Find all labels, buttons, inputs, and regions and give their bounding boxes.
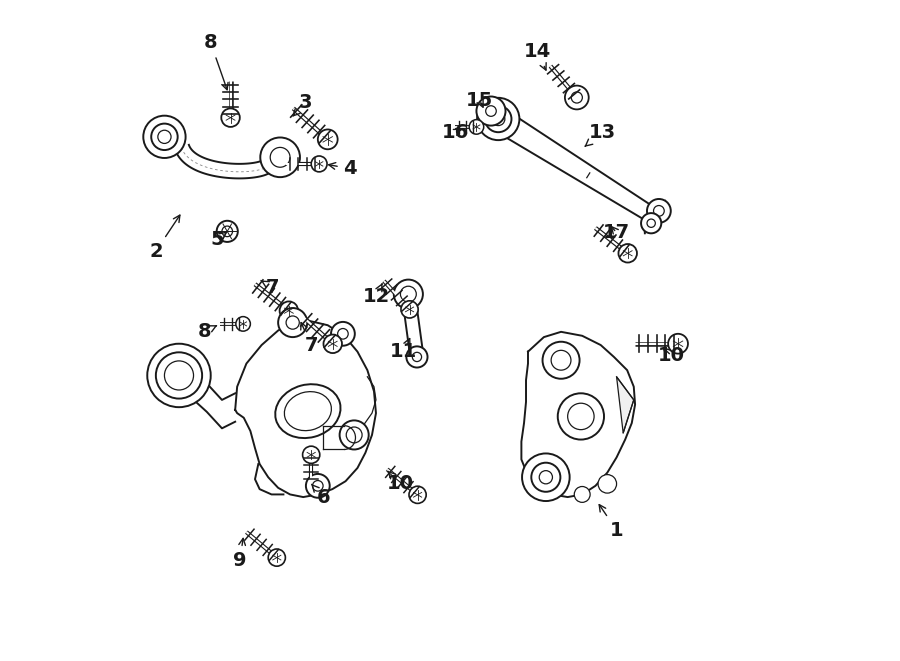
- Ellipse shape: [284, 391, 331, 431]
- Circle shape: [574, 486, 590, 502]
- Circle shape: [469, 120, 483, 134]
- Circle shape: [306, 474, 329, 498]
- Circle shape: [522, 453, 570, 501]
- Circle shape: [476, 97, 506, 126]
- Text: 5: 5: [211, 230, 227, 249]
- Circle shape: [491, 112, 505, 126]
- Circle shape: [331, 322, 355, 346]
- Circle shape: [286, 316, 300, 329]
- Circle shape: [400, 286, 417, 302]
- Circle shape: [653, 206, 664, 216]
- Circle shape: [531, 463, 561, 492]
- Text: 7: 7: [261, 278, 280, 297]
- Text: 9: 9: [233, 538, 247, 570]
- Circle shape: [409, 486, 427, 504]
- Circle shape: [412, 352, 421, 362]
- Circle shape: [568, 403, 594, 430]
- Circle shape: [641, 213, 662, 233]
- Text: 11: 11: [390, 338, 418, 361]
- Circle shape: [148, 344, 211, 407]
- Polygon shape: [616, 377, 634, 433]
- Text: 8: 8: [204, 34, 228, 90]
- Circle shape: [572, 92, 582, 103]
- Text: 12: 12: [363, 284, 390, 305]
- Circle shape: [165, 361, 194, 390]
- Text: 16: 16: [442, 123, 469, 141]
- Circle shape: [156, 352, 202, 399]
- Circle shape: [318, 130, 338, 149]
- Circle shape: [598, 475, 616, 493]
- Circle shape: [221, 108, 239, 127]
- Circle shape: [618, 244, 637, 262]
- Circle shape: [323, 334, 342, 353]
- Text: 17: 17: [603, 223, 630, 242]
- Circle shape: [280, 301, 298, 320]
- Circle shape: [260, 137, 300, 177]
- Circle shape: [311, 156, 327, 172]
- Circle shape: [236, 317, 250, 331]
- Text: 14: 14: [524, 42, 551, 70]
- Circle shape: [668, 334, 688, 354]
- Circle shape: [268, 549, 285, 566]
- Circle shape: [539, 471, 553, 484]
- Text: 15: 15: [466, 91, 493, 110]
- Circle shape: [477, 98, 519, 140]
- Circle shape: [270, 147, 290, 167]
- Text: 10: 10: [658, 346, 685, 365]
- Circle shape: [217, 221, 238, 242]
- Text: 8: 8: [197, 323, 217, 341]
- Text: 1: 1: [599, 504, 624, 539]
- Circle shape: [312, 481, 323, 491]
- Circle shape: [151, 124, 177, 150]
- Circle shape: [543, 342, 580, 379]
- Circle shape: [647, 199, 670, 223]
- Circle shape: [339, 420, 369, 449]
- Circle shape: [158, 130, 171, 143]
- Circle shape: [143, 116, 185, 158]
- Text: 10: 10: [387, 471, 414, 493]
- Ellipse shape: [275, 384, 340, 438]
- Text: 3: 3: [293, 93, 312, 116]
- Circle shape: [401, 301, 419, 318]
- Circle shape: [222, 226, 232, 237]
- Circle shape: [407, 346, 428, 368]
- Circle shape: [485, 106, 511, 132]
- Circle shape: [302, 446, 320, 463]
- Circle shape: [338, 329, 348, 339]
- Text: 2: 2: [149, 215, 180, 260]
- Circle shape: [486, 106, 496, 116]
- Text: 7: 7: [301, 323, 318, 354]
- Circle shape: [346, 427, 362, 443]
- Text: 4: 4: [328, 159, 356, 178]
- Circle shape: [394, 280, 423, 309]
- Circle shape: [278, 308, 307, 337]
- Circle shape: [558, 393, 604, 440]
- Circle shape: [647, 219, 655, 227]
- Text: 6: 6: [311, 485, 330, 506]
- Circle shape: [551, 350, 571, 370]
- Text: 13: 13: [585, 123, 616, 146]
- Circle shape: [565, 85, 589, 109]
